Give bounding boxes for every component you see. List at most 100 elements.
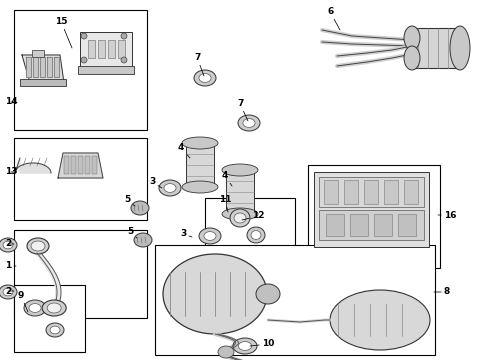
Bar xyxy=(92,156,97,174)
Polygon shape xyxy=(15,158,51,173)
Ellipse shape xyxy=(0,238,17,252)
Bar xyxy=(411,28,456,68)
Ellipse shape xyxy=(199,73,211,82)
Bar xyxy=(14,138,147,220)
Bar xyxy=(307,165,439,268)
Text: 7: 7 xyxy=(237,99,247,121)
Text: 7: 7 xyxy=(194,54,203,76)
Ellipse shape xyxy=(449,26,469,70)
Bar xyxy=(363,180,377,204)
Ellipse shape xyxy=(234,213,245,223)
Bar xyxy=(64,156,69,174)
Ellipse shape xyxy=(47,303,61,313)
Text: 12: 12 xyxy=(242,211,264,220)
Ellipse shape xyxy=(232,338,257,354)
Text: 15: 15 xyxy=(55,18,72,48)
Ellipse shape xyxy=(403,26,419,50)
Text: 11: 11 xyxy=(219,195,231,212)
Bar xyxy=(373,214,391,236)
Ellipse shape xyxy=(3,288,13,296)
Polygon shape xyxy=(33,57,38,77)
Bar xyxy=(78,66,134,74)
Ellipse shape xyxy=(222,164,258,176)
Ellipse shape xyxy=(81,33,87,39)
Polygon shape xyxy=(22,55,64,83)
Bar xyxy=(20,79,66,86)
Ellipse shape xyxy=(199,228,221,244)
Ellipse shape xyxy=(31,241,45,251)
Bar xyxy=(349,214,367,236)
Ellipse shape xyxy=(229,209,249,227)
Text: 2: 2 xyxy=(5,239,14,248)
Ellipse shape xyxy=(203,231,216,240)
Bar xyxy=(343,180,357,204)
Text: 5: 5 xyxy=(124,195,135,206)
Ellipse shape xyxy=(24,300,46,316)
Text: 8: 8 xyxy=(433,288,449,297)
Ellipse shape xyxy=(163,184,176,192)
Text: 16: 16 xyxy=(437,211,456,220)
Polygon shape xyxy=(58,153,103,178)
Text: 9: 9 xyxy=(18,292,28,312)
Ellipse shape xyxy=(238,115,260,131)
Bar xyxy=(71,156,76,174)
Polygon shape xyxy=(47,57,52,77)
Bar xyxy=(14,10,147,130)
Ellipse shape xyxy=(81,57,87,63)
Ellipse shape xyxy=(46,323,64,337)
Text: 1: 1 xyxy=(5,261,16,270)
Ellipse shape xyxy=(222,208,258,220)
Ellipse shape xyxy=(182,181,218,193)
Bar xyxy=(32,50,44,57)
Bar xyxy=(108,40,115,58)
Text: 4: 4 xyxy=(178,144,190,158)
Ellipse shape xyxy=(121,33,127,39)
Ellipse shape xyxy=(238,342,251,350)
Text: 14: 14 xyxy=(5,98,18,107)
Ellipse shape xyxy=(403,46,419,70)
Bar xyxy=(325,214,343,236)
Ellipse shape xyxy=(42,300,66,316)
Bar xyxy=(204,198,294,260)
Bar xyxy=(155,245,434,355)
Text: 3: 3 xyxy=(149,177,162,188)
Text: 6: 6 xyxy=(326,8,339,30)
Bar xyxy=(225,170,253,214)
Bar xyxy=(318,210,423,240)
Ellipse shape xyxy=(27,238,49,254)
Bar xyxy=(383,180,397,204)
Ellipse shape xyxy=(329,290,429,350)
Ellipse shape xyxy=(134,233,152,247)
Text: 2: 2 xyxy=(5,287,14,296)
Bar xyxy=(80,32,132,68)
Ellipse shape xyxy=(50,326,60,334)
Bar xyxy=(397,214,415,236)
Ellipse shape xyxy=(182,137,218,149)
Text: 4: 4 xyxy=(222,171,231,186)
Ellipse shape xyxy=(194,70,216,86)
Bar xyxy=(14,285,85,352)
Text: 3: 3 xyxy=(180,230,192,238)
Ellipse shape xyxy=(163,254,266,334)
Ellipse shape xyxy=(159,180,181,196)
Bar xyxy=(78,156,83,174)
Ellipse shape xyxy=(256,284,280,304)
Bar xyxy=(88,40,95,58)
Bar xyxy=(185,143,214,187)
Bar xyxy=(98,40,105,58)
Ellipse shape xyxy=(0,285,17,299)
Ellipse shape xyxy=(243,118,255,127)
Polygon shape xyxy=(40,57,45,77)
Bar xyxy=(313,172,428,247)
Bar xyxy=(324,180,337,204)
Ellipse shape xyxy=(218,346,234,358)
Bar xyxy=(14,230,147,318)
Bar xyxy=(118,40,125,58)
Ellipse shape xyxy=(246,227,264,243)
Text: 10: 10 xyxy=(249,339,274,348)
Text: 5: 5 xyxy=(127,228,137,238)
Ellipse shape xyxy=(3,241,13,249)
Polygon shape xyxy=(26,57,31,77)
Bar xyxy=(85,156,90,174)
Bar xyxy=(403,180,417,204)
